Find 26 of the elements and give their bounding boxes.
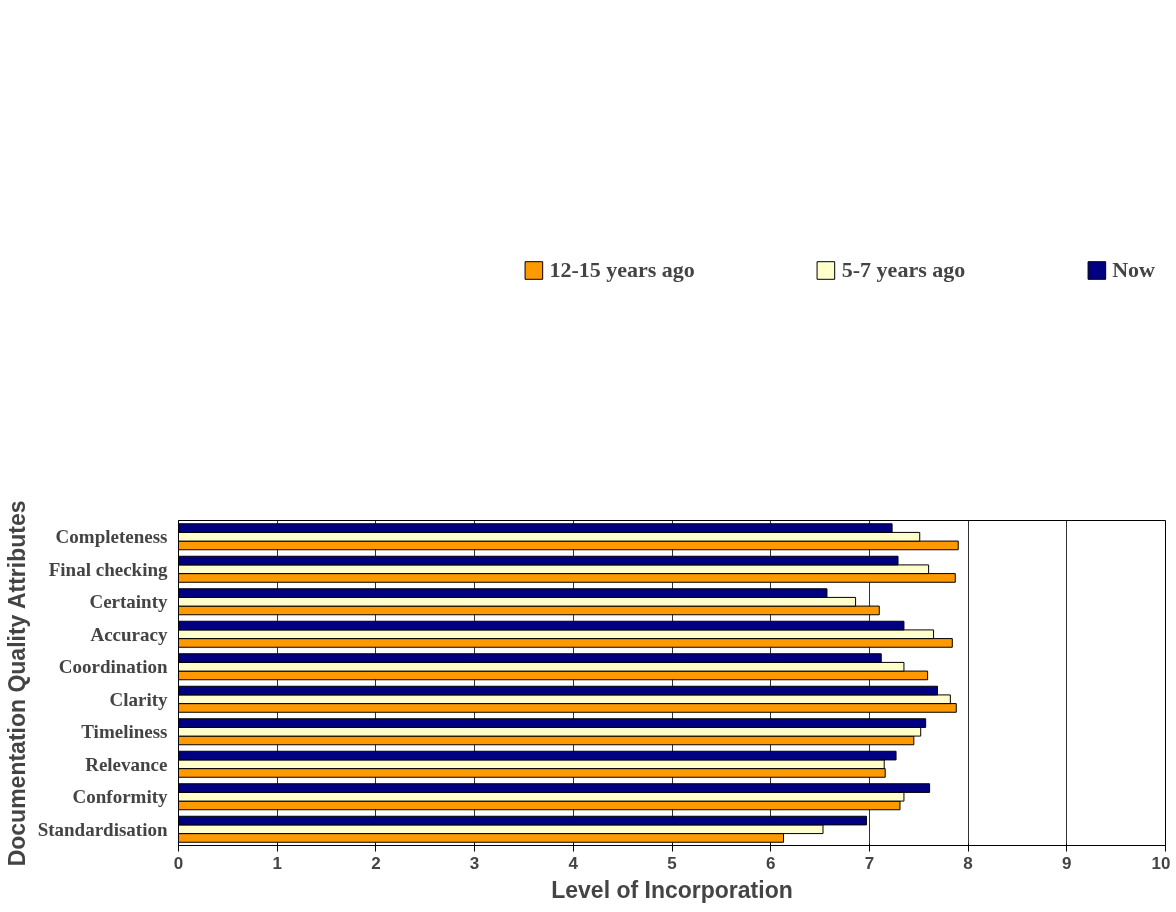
legend-label: Now [1112, 257, 1155, 283]
y-tick-label: Accuracy [90, 623, 168, 645]
y-tick-label: Completeness [55, 526, 168, 548]
y-tick-label: Conformity [72, 786, 168, 808]
x-tick-label: 9 [1062, 853, 1072, 873]
y-tick-label: Coordination [58, 656, 168, 678]
x-tick-label: 1 [272, 853, 282, 873]
y-tick-label: Clarity [109, 688, 168, 710]
y-tick-label: Relevance [85, 753, 168, 775]
x-tick-label: 10 [1151, 853, 1171, 873]
y-tick-label: Standardisation [37, 818, 168, 840]
x-axis-title: Level of Incorporation [551, 876, 793, 903]
y-tick-label: Final checking [48, 558, 168, 580]
x-tick-label: 7 [864, 853, 875, 873]
x-tick-label: 0 [173, 853, 184, 873]
y-tick-label: Timeliness [81, 721, 168, 743]
x-tick-label: 6 [765, 853, 776, 873]
x-tick-label: 5 [667, 853, 677, 873]
x-tick-label: 8 [963, 853, 973, 873]
y-tick-label: Certainty [89, 591, 168, 613]
y-axis-title: Documentation Quality Attributes [3, 500, 30, 867]
x-tick-label: 2 [371, 853, 381, 873]
legend-label: 5-7 years ago [841, 257, 966, 283]
x-tick-label: 4 [568, 853, 579, 873]
legend-label: 12-15 years ago [549, 257, 695, 283]
x-tick-label: 3 [469, 853, 480, 873]
